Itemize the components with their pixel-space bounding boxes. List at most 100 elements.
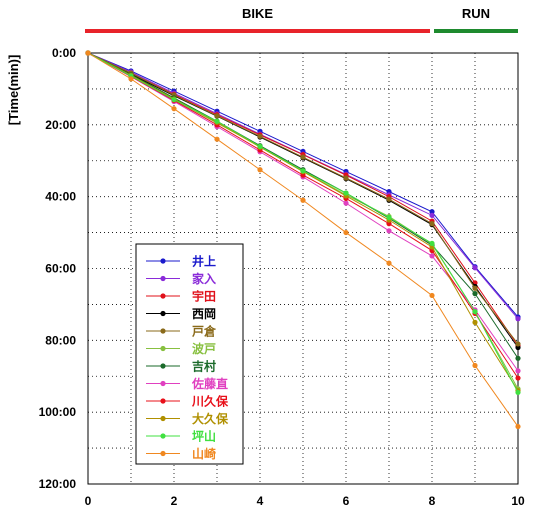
data-point [386,221,392,227]
legend-marker [160,310,166,317]
data-point [257,133,263,139]
legend-item: 井上 [146,254,216,269]
data-point [343,229,349,236]
data-point [472,265,478,271]
plot-frame [87,52,519,485]
data-point [515,344,521,351]
legend-marker [160,328,166,334]
data-point [429,209,435,215]
data-point [214,113,220,119]
data-point [343,200,349,206]
legend-label: 宇田 [192,289,216,304]
data-point [472,319,478,325]
data-point [515,341,521,347]
x-tick-label: 6 [343,494,350,508]
legend-item: 川久保 [146,394,229,409]
data-point [472,309,478,315]
x-tick-label: 8 [429,494,436,508]
data-point [300,172,306,178]
legend-label: 山崎 [192,446,216,461]
y-tick-label: 0:00 [52,46,76,60]
segment-label-run: RUN [462,6,490,21]
data-point [515,316,521,322]
data-point [214,118,220,124]
data-point [386,260,392,266]
data-point [257,143,263,149]
legend-item: 波戸 [146,341,216,356]
segments: BIKE RUN [85,6,518,33]
data-point [300,168,306,174]
x-tick-label: 0 [85,494,92,508]
series-group [85,50,521,430]
y-tick-label: 60:00 [45,262,76,276]
legend-item: 大久保 [146,411,229,426]
legend-marker [160,450,166,457]
data-point [429,253,435,259]
legend-item: 佐藤直 [146,376,228,391]
data-point [386,228,392,234]
data-point [343,190,349,196]
legend-label: 家入 [192,271,216,286]
x-tick-label: 4 [257,494,264,508]
data-point [429,212,435,218]
data-point [515,375,521,381]
x-axis-ticks: 0 2 4 6 8 10 [85,494,525,508]
data-point [515,423,521,430]
data-point [85,50,91,56]
data-point [386,214,392,221]
legend-item: 西岡 [146,307,216,321]
x-tick-label: 10 [511,494,525,508]
legend-label: 佐藤直 [191,376,228,391]
data-point [343,175,349,181]
legend-item: 坪山 [146,429,216,444]
legend-label: 坪山 [192,429,216,444]
legend-label: 川久保 [191,394,229,409]
legend-label: 井上 [192,254,216,269]
data-point [472,291,478,297]
legend-label: 吉村 [192,359,216,374]
y-tick-label: 100:00 [39,405,77,419]
y-tick-label: 20:00 [45,118,76,132]
legend-marker [160,398,166,404]
data-point [515,355,521,361]
data-point [386,196,392,202]
legend-label: 西岡 [192,307,216,321]
data-point [171,106,177,112]
data-point [300,154,306,160]
legend-marker [160,380,166,387]
data-point [171,97,177,103]
legend-item: 家入 [146,271,216,286]
legend-marker [160,345,166,352]
data-point [472,362,478,369]
legend-marker [160,258,166,264]
data-point [214,136,220,142]
segment-label-bike: BIKE [242,6,273,21]
legend-label: 波戸 [192,341,216,356]
legend-label: 大久保 [192,411,229,426]
data-point [429,240,435,246]
data-point [257,167,263,173]
y-axis-label: [Time(min)] [6,55,21,126]
data-point [300,197,306,203]
legend-item: 山崎 [146,446,216,461]
legend-label: 戸倉 [192,324,217,339]
data-point [429,221,435,227]
legend-box [135,243,244,465]
legend-item: 戸倉 [146,324,217,339]
data-point [515,368,521,374]
data-point [472,285,478,291]
y-axis-ticks: 0:00 20:00 40:00 60:00 80:00 100:00 120:00 [39,46,77,491]
y-tick-label: 40:00 [45,190,76,204]
legend-item: 吉村 [146,359,216,374]
data-point [515,389,521,396]
series-11 [85,50,521,430]
legend-marker [160,415,166,422]
x-tick-label: 2 [171,494,178,508]
y-tick-label: 80:00 [45,333,76,347]
data-point [128,76,134,82]
legend-marker [160,433,166,439]
legend-item: 宇田 [146,289,216,304]
